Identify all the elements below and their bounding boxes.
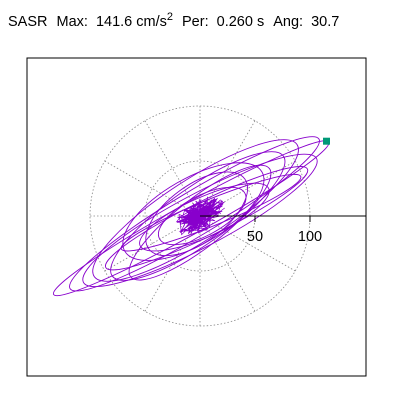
trace-loop [145,171,249,257]
grid-spoke [104,160,201,217]
trace-loop [92,139,299,282]
radial-axis: 50 100 [200,215,366,245]
max-label: Max: [56,14,88,30]
chart-header: SASR Max: 141.6 cm/s2 Per: 0.260 s Ang: 30.… [8,11,340,31]
angle-label: Ang: [273,14,304,30]
grid-spoke [199,120,256,217]
angle-value: 30.7 [311,14,340,30]
grid-spoke [199,215,256,312]
plot-frame [26,57,367,377]
radial-tick-label-100: 100 [298,229,322,245]
max-value: 141.6 [95,14,133,30]
trace-loop [110,151,286,281]
trace-loop [139,182,270,252]
period-unit: s [256,14,265,30]
radial-tick-label-50: 50 [247,229,263,245]
motion-trace [52,136,330,297]
trace-core [175,196,225,236]
max-unit: cm/s [136,14,167,30]
period-value: 0.260 [216,14,253,30]
grid-spoke [144,215,201,312]
trace-loop [69,136,320,292]
period-label: Per: [182,14,209,30]
station-code: SASR [8,14,48,30]
peak-marker [323,137,330,145]
max-unit-exponent: 2 [166,11,174,23]
trace-loop [122,162,265,261]
trace-loop [158,186,247,246]
